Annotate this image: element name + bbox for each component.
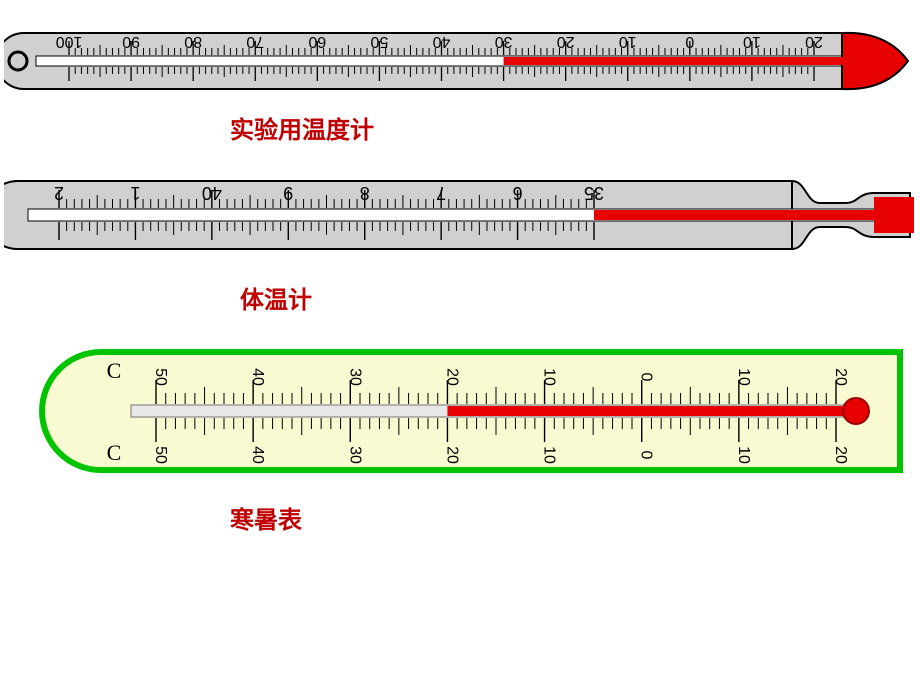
weather-thermometer: C C 50 50 40 40 30 30 20 20 10 10 0 0 10 10 20 20: [36, 346, 906, 476]
svg-text:50: 50: [152, 368, 169, 386]
svg-text:100: 100: [56, 33, 83, 50]
svg-text:30: 30: [346, 368, 363, 386]
svg-text:40: 40: [202, 183, 222, 203]
svg-text:0: 0: [638, 451, 655, 460]
svg-text:20: 20: [557, 33, 575, 50]
svg-text:35: 35: [584, 183, 604, 203]
svg-text:C: C: [107, 440, 122, 465]
svg-text:10: 10: [541, 368, 558, 386]
svg-text:0: 0: [685, 33, 694, 50]
svg-text:C: C: [107, 358, 122, 383]
svg-text:10: 10: [743, 33, 761, 50]
svg-text:6: 6: [513, 183, 523, 203]
svg-text:7: 7: [436, 183, 446, 203]
svg-text:40: 40: [249, 368, 266, 386]
svg-text:9: 9: [283, 183, 293, 203]
lab-thermometer-caption: 实验用温度计: [230, 110, 374, 145]
svg-text:10: 10: [735, 446, 752, 464]
svg-text:10: 10: [619, 33, 637, 50]
svg-text:40: 40: [249, 446, 266, 464]
body-thermometer: 2 1 40 9 8 7 6 35: [4, 170, 914, 260]
weather-thermometer-caption: 寒暑表: [230, 500, 302, 535]
svg-text:10: 10: [735, 368, 752, 386]
svg-text:0: 0: [638, 373, 655, 382]
svg-text:60: 60: [308, 33, 326, 50]
svg-text:20: 20: [805, 33, 823, 50]
svg-text:30: 30: [495, 33, 513, 50]
svg-text:20: 20: [443, 446, 460, 464]
svg-text:2: 2: [54, 183, 64, 203]
svg-text:20: 20: [832, 368, 849, 386]
svg-text:30: 30: [346, 446, 363, 464]
svg-text:8: 8: [360, 183, 370, 203]
svg-text:10: 10: [541, 446, 558, 464]
svg-text:20: 20: [832, 446, 849, 464]
lab-thermometer: 10090807060504030201001020: [4, 24, 914, 98]
diagram-stage: 10090807060504030201001020 实验用温度计 214098…: [0, 0, 920, 690]
svg-text:50: 50: [152, 446, 169, 464]
svg-text:20: 20: [443, 368, 460, 386]
svg-text:90: 90: [122, 33, 140, 50]
svg-text:80: 80: [184, 33, 202, 50]
svg-text:1: 1: [130, 183, 140, 203]
svg-text:70: 70: [246, 33, 264, 50]
svg-text:40: 40: [433, 33, 451, 50]
body-thermometer-caption: 体温计: [240, 280, 312, 315]
svg-text:50: 50: [370, 33, 388, 50]
